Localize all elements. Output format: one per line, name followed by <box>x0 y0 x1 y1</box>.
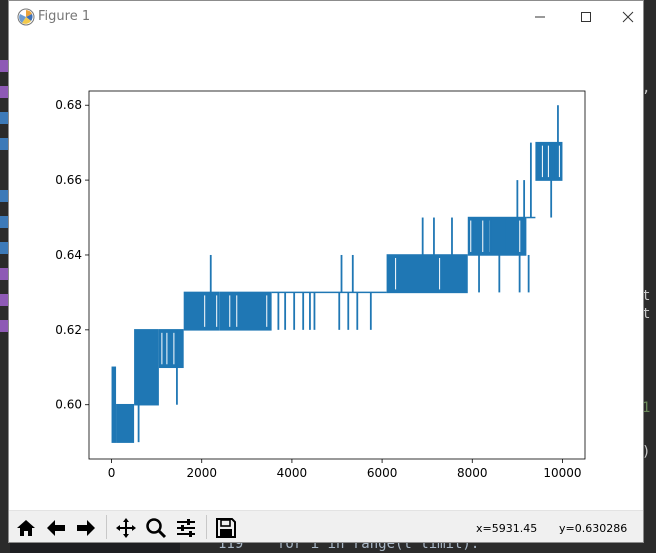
editor-info-marker <box>0 190 8 202</box>
editor-python-marker <box>0 242 8 254</box>
series-oscillation-band <box>219 291 272 331</box>
series-oscillation-band <box>535 141 563 181</box>
matplotlib-logo-icon <box>17 8 35 26</box>
axes-frame <box>88 90 586 460</box>
toolbar-separator <box>206 515 207 539</box>
save-button[interactable] <box>212 515 240 541</box>
x-tick-label: 4000 <box>277 466 308 480</box>
home-button[interactable] <box>12 515 40 541</box>
figure-canvas[interactable]: 0 2000 4000 6000 8000 10000 0.60 0.62 0.64 0.66 0.… <box>9 33 643 510</box>
window-titlebar[interactable]: Figure 1 <box>9 1 643 33</box>
toolbar-separator <box>106 515 107 539</box>
navigation-toolbar: x=5931.45 y=0.630286 <box>9 510 643 542</box>
series-oscillation-band <box>158 329 184 369</box>
configure-subplots-button[interactable] <box>172 515 200 541</box>
back-button[interactable] <box>42 515 70 541</box>
x-tick-label: 0 <box>108 466 116 480</box>
y-tick-label: 0.64 <box>55 248 82 262</box>
save-icon <box>216 518 236 538</box>
editor-bookmark-marker <box>0 320 8 332</box>
zoom-button[interactable] <box>142 515 170 541</box>
zoom-icon <box>146 518 167 539</box>
series-oscillation-band <box>183 291 220 331</box>
minimize-button[interactable] <box>517 1 563 33</box>
x-tick-label: 8000 <box>457 466 488 480</box>
series-oscillation-band <box>386 254 468 294</box>
pan-button[interactable] <box>112 515 140 541</box>
x-tick-label: 2000 <box>186 466 217 480</box>
pan-icon <box>116 518 136 538</box>
editor-bookmark-marker <box>0 294 8 306</box>
x-coordinate-readout: x=5931.45 <box>476 522 538 535</box>
forward-button[interactable] <box>72 515 100 541</box>
editor-bookmark-marker <box>0 60 8 72</box>
line-chart: 0 2000 4000 6000 8000 10000 0.60 0.62 0.64 0.66 0.… <box>55 90 586 480</box>
y-tick-label: 0.62 <box>55 323 82 337</box>
y-tick-label: 0.66 <box>55 173 82 187</box>
forward-arrow-icon <box>77 520 95 536</box>
y-tick-label: 0.68 <box>55 98 82 112</box>
series-oscillation-band <box>116 403 135 443</box>
maximize-icon <box>581 12 591 22</box>
figure-window: Figure 1 0 2000 4000 6000 8000 10000 0.60 0.62 0… <box>8 0 644 543</box>
window-title: Figure 1 <box>38 9 91 24</box>
y-coordinate-readout: y=0.630286 <box>559 522 628 535</box>
home-icon <box>17 520 35 536</box>
close-icon <box>622 11 634 23</box>
series-oscillation-band <box>467 216 527 256</box>
subplots-config-icon <box>177 519 195 537</box>
back-arrow-icon <box>47 520 65 536</box>
y-tick-label: 0.60 <box>55 398 82 412</box>
x-tick-label: 10000 <box>543 466 581 480</box>
editor-python-marker <box>0 216 8 228</box>
series-oscillation-band <box>134 329 159 406</box>
editor-code-text: 119 for i in range(t limit): <box>218 541 480 552</box>
maximize-button[interactable] <box>563 1 609 33</box>
minimize-icon <box>535 16 545 18</box>
background-editor-right: , t t 1 ) <box>640 0 656 553</box>
x-tick-label: 6000 <box>367 466 398 480</box>
editor-python-marker <box>0 112 8 124</box>
editor-bookmark-marker <box>0 86 8 98</box>
close-button[interactable] <box>605 1 651 33</box>
background-editor-code-line: 119 for i in range(t limit): <box>180 541 640 553</box>
editor-bookmark-marker <box>0 268 8 280</box>
editor-python-marker <box>0 138 8 150</box>
background-editor-gutter <box>0 0 10 553</box>
